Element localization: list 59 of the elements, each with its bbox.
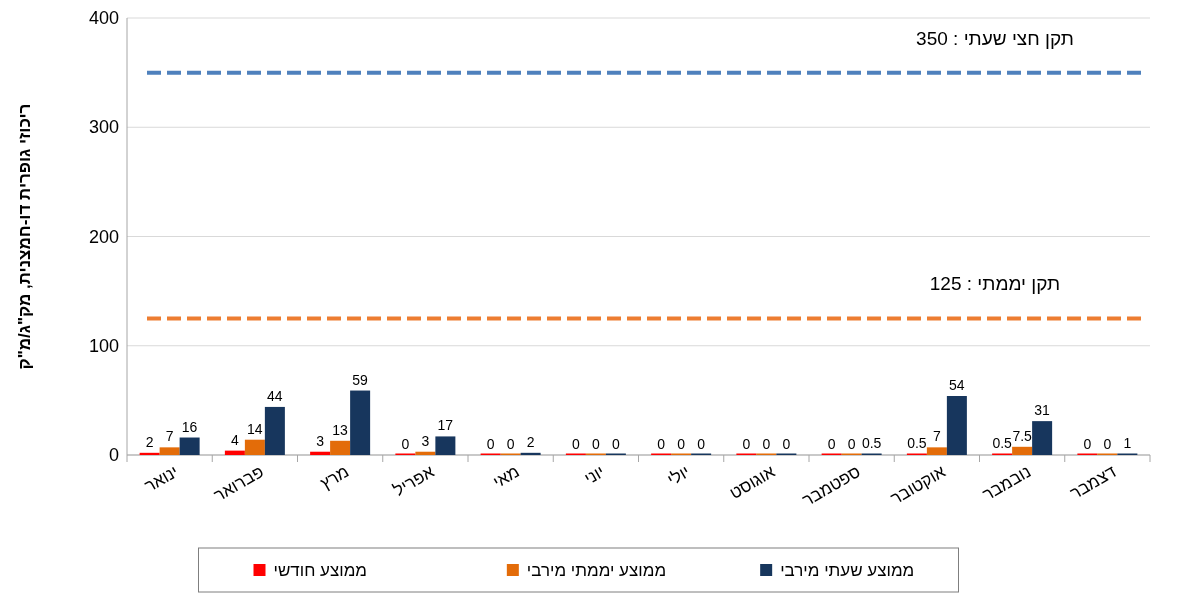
data-label: 44: [267, 387, 283, 404]
data-label: 2: [145, 433, 154, 450]
data-label: 7.5: [1012, 427, 1033, 444]
data-label: 0: [611, 436, 620, 452]
x-tick-label: מרץ: [317, 462, 353, 494]
legend-label: ממוצע שעתי מירבי: [780, 561, 915, 580]
data-label: 0: [571, 436, 580, 452]
data-label: 0: [591, 436, 600, 452]
data-label: 14: [247, 420, 263, 437]
data-label: 0: [401, 436, 410, 452]
x-tick-label: פברואר: [210, 462, 267, 506]
y-tick-label: 100: [88, 335, 119, 356]
data-label: 0: [677, 436, 686, 452]
data-label: 16: [181, 418, 198, 435]
legend-label: ממוצע יממתי מירבי: [526, 561, 667, 580]
data-label: 0: [782, 436, 791, 452]
data-label: 2: [526, 433, 535, 450]
data-label: 3: [316, 432, 325, 449]
y-tick-label: 400: [88, 8, 119, 28]
data-label: 0.5: [861, 435, 882, 452]
x-tick-label: יולי: [664, 462, 694, 490]
data-label: 7: [165, 428, 174, 445]
data-label: 0.5: [992, 435, 1013, 452]
x-tick-label: אפריל: [390, 461, 438, 501]
data-label: 0: [827, 436, 836, 452]
data-label: 0: [762, 436, 771, 452]
data-label: 0: [506, 436, 515, 452]
data-label: 4: [230, 431, 239, 448]
data-label: 0: [657, 436, 666, 452]
x-tick-label: מאי: [489, 462, 523, 492]
ref-line-label: תקן חצי שעתי : 350: [916, 27, 1074, 49]
data-label: 1: [1123, 434, 1132, 451]
x-tick-label: אוגוסט: [726, 461, 779, 503]
x-tick-label: ספטמבר: [799, 462, 864, 511]
data-label: 17: [437, 417, 454, 434]
y-tick-label: 200: [88, 226, 119, 247]
data-label: 3: [421, 432, 430, 449]
x-tick-label: יוני: [581, 462, 608, 489]
data-label: 59: [352, 371, 369, 388]
x-tick-label: ינואר: [141, 462, 182, 497]
y-tick-label: 300: [88, 117, 119, 138]
legend-label: ממוצע חודשי: [273, 561, 368, 580]
data-label: 0: [847, 436, 856, 452]
x-tick-label: נובמבר: [979, 462, 1035, 505]
y-tick-label: 0: [108, 445, 119, 465]
x-tick-label: דצמבר: [1066, 462, 1120, 504]
data-label: 0.5: [907, 435, 927, 452]
data-label: 0: [1103, 436, 1112, 452]
data-label: 0: [697, 436, 706, 452]
data-label: 13: [332, 421, 349, 438]
x-tick-label: אוקטובר: [887, 461, 950, 509]
y-axis-title: ריכוזי גופרית דו-חמצנית, מק"ג/מ"ק: [15, 103, 34, 370]
data-label: 31: [1034, 402, 1051, 419]
data-label: 0: [742, 436, 751, 452]
data-label: 0: [486, 436, 495, 452]
data-label: 7: [932, 428, 941, 445]
data-label: 0: [1083, 436, 1092, 452]
data-label: 54: [949, 377, 965, 394]
ref-line-label: תקן יממתי : 125: [929, 273, 1061, 295]
